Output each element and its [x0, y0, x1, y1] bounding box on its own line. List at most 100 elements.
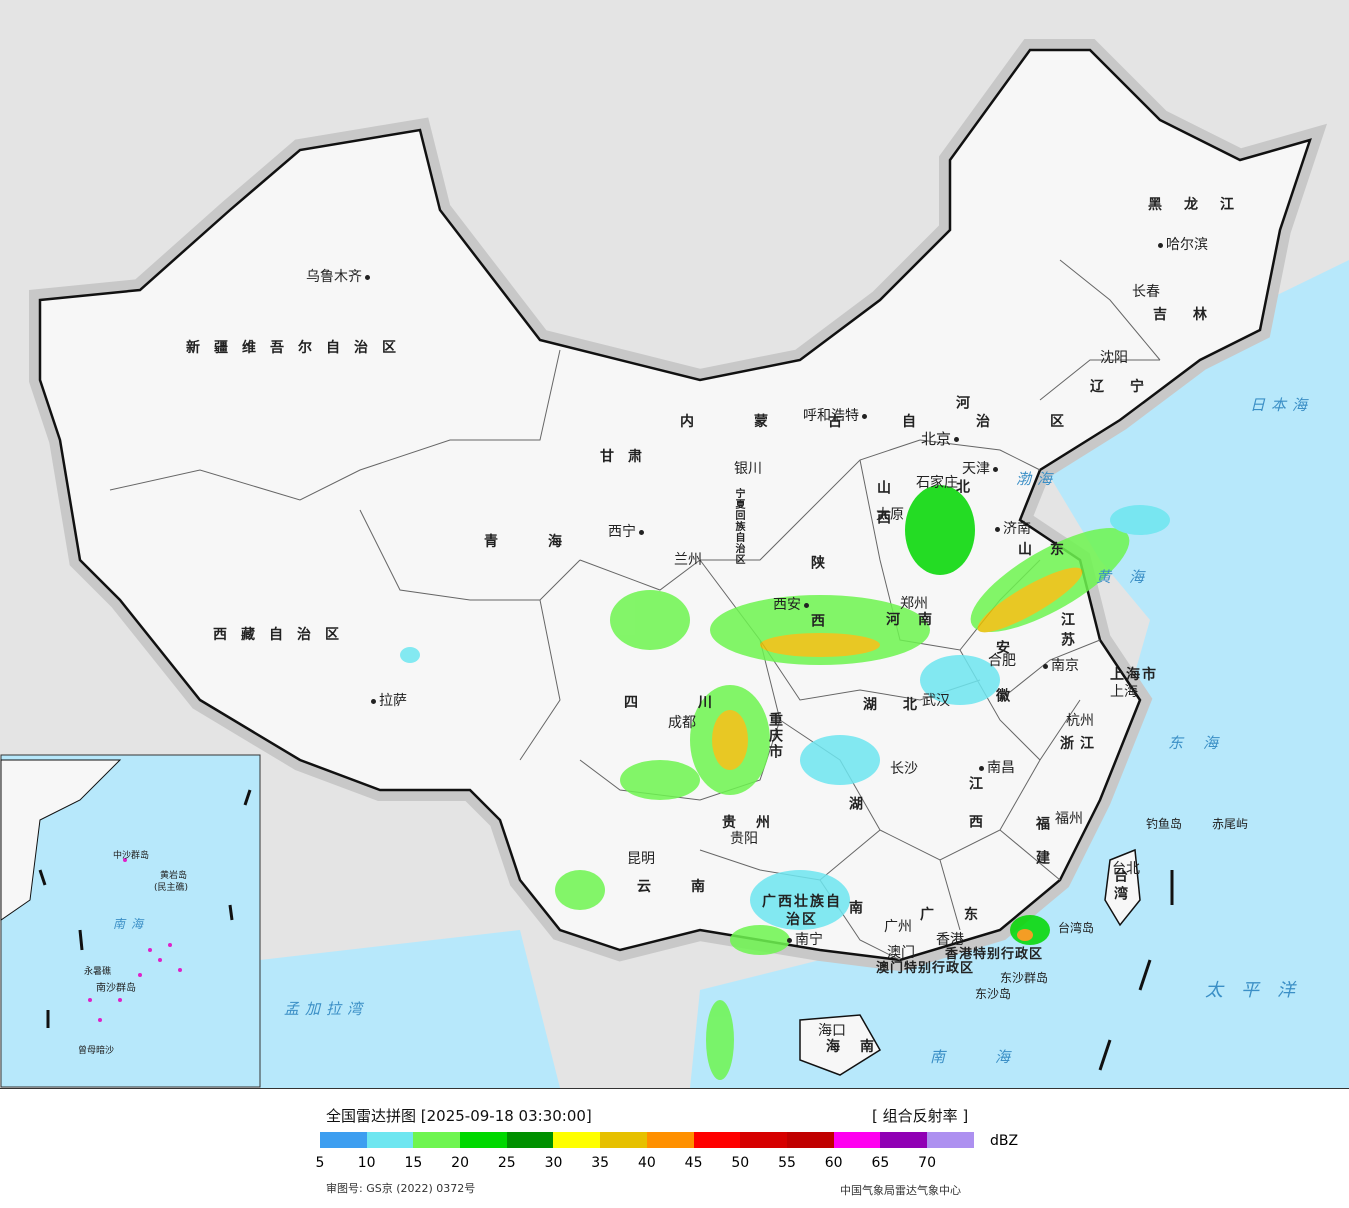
radar-map[interactable]: 新疆维吾尔自治区 西藏自治区 青海 甘肃 内蒙古自治区 宁夏回族自治区 山西 陕… — [0, 0, 1349, 1089]
province-jiangxi: 江西 — [967, 776, 983, 852]
island-taiwan: 台湾岛 — [1058, 921, 1095, 935]
city-nanjing: 南京 — [1040, 659, 1079, 673]
region-macau: 澳门特别行政区 — [876, 961, 975, 976]
legend-panel: 全国雷达拼图 [2025-09-18 03:30:00] [ 组合反射率 ] d… — [0, 1089, 1349, 1208]
province-chongqing: 重庆市 — [767, 712, 783, 760]
island-diaoyu: 钓鱼岛 — [1146, 817, 1183, 831]
tick-label: 5 — [315, 1155, 325, 1171]
city-jinan: 济南 — [992, 522, 1031, 536]
city-lhasa: 拉萨 — [368, 694, 407, 708]
city-changsha: 长沙 — [890, 761, 918, 777]
province-jilin: 吉林 — [1153, 307, 1233, 323]
tick-label: 30 — [544, 1155, 563, 1171]
province-yunnan: 云南 — [637, 879, 745, 895]
province-jiangsu: 江苏 — [1059, 612, 1075, 652]
province-shanghai: 上海市 — [1110, 667, 1158, 683]
color-swatch-11 — [833, 1132, 881, 1148]
inset-yongshu: 永暑礁 — [84, 967, 112, 977]
color-swatch-8 — [693, 1132, 741, 1148]
province-qinghai: 青海 — [484, 534, 612, 550]
city-xining: 西宁 — [608, 525, 647, 539]
province-guangdong: 广东 — [920, 907, 1008, 923]
city-hangzhou: 杭州 — [1066, 713, 1094, 729]
color-swatch-7 — [646, 1132, 694, 1148]
island-dongsha-group: 东沙群岛 — [1000, 971, 1049, 985]
product-label: [ 组合反射率 ] — [872, 1107, 969, 1125]
legend-title: 全国雷达拼图 [2025-09-18 03:30:00] — [326, 1107, 592, 1125]
sea-yellow: 黄海 — [1096, 568, 1163, 586]
tick-label: 25 — [497, 1155, 516, 1171]
city-haikou: 海口 — [818, 1023, 846, 1039]
province-zhejiang: 浙江 — [1060, 736, 1100, 752]
inset-zengmu: 曾母暗沙 — [78, 1046, 115, 1056]
tick-label: 70 — [918, 1155, 937, 1171]
tick-label: 55 — [778, 1155, 796, 1171]
sea-bohai: 渤海 — [1016, 470, 1059, 488]
city-shenyang: 沈阳 — [1100, 350, 1128, 366]
sea-south: 南海 — [930, 1048, 1061, 1066]
color-swatch-13 — [926, 1132, 974, 1148]
sea-east: 东海 — [1168, 734, 1239, 752]
color-swatch-0 — [320, 1132, 367, 1148]
province-shaanxi: 陕西 — [809, 555, 825, 671]
city-taiyuan: 太原 — [876, 507, 904, 523]
province-neimenggu: 内蒙古自治区 — [680, 414, 1124, 430]
province-anhui: 安徽 — [994, 640, 1010, 736]
province-hainan: 海南 — [826, 1039, 894, 1055]
province-hubei: 湖北 — [863, 697, 943, 713]
inset-zhongsha: 中沙群岛 — [113, 851, 150, 861]
color-swatch-10 — [786, 1132, 834, 1148]
province-henan: 河南 — [886, 612, 950, 628]
province-hunan: 湖南 — [847, 796, 863, 1004]
city-kunming: 昆明 — [627, 851, 655, 867]
inset-huangyan: 黄岩岛 — [160, 871, 188, 881]
color-swatch-12 — [880, 1132, 927, 1148]
city-shijiazhuang: 石家庄 — [916, 475, 958, 491]
city-wuhan: 武汉 — [922, 693, 950, 709]
inset-nansha: 南沙群岛 — [96, 983, 136, 994]
tick-label: 45 — [684, 1155, 703, 1171]
tick-label: 15 — [404, 1155, 423, 1171]
color-bar — [320, 1132, 974, 1148]
city-changchun: 长春 — [1132, 284, 1160, 300]
color-swatch-5 — [553, 1132, 601, 1148]
city-macau: 澳门 — [887, 945, 915, 961]
sea-bengal: 孟加拉湾 — [284, 1000, 369, 1018]
city-yinchuan: 银川 — [734, 461, 762, 477]
city-fuzhou: 福州 — [1055, 811, 1083, 827]
province-xizang: 西藏自治区 — [213, 627, 353, 643]
province-liaoning: 辽宁 — [1090, 379, 1170, 395]
province-heilongjiang: 黑龙江 — [1148, 197, 1256, 213]
province-sichuan: 四川 — [624, 695, 772, 711]
city-harbin: 哈尔滨 — [1155, 238, 1208, 252]
region-hk: 香港特别行政区 — [945, 947, 1044, 962]
city-guiyang: 贵阳 — [730, 831, 758, 847]
color-swatch-1 — [366, 1132, 414, 1148]
province-taiwan: 台湾 — [1112, 868, 1128, 904]
city-shanghai: 上海 — [1110, 684, 1138, 700]
tick-label: 35 — [591, 1155, 610, 1171]
province-shanxi: 山西 — [875, 480, 891, 540]
tick-label: 10 — [357, 1155, 376, 1171]
city-urumqi: 乌鲁木齐 — [306, 270, 373, 284]
province-guangxi: 广西壮族自治区 — [762, 894, 842, 928]
city-lanzhou: 兰州 — [674, 552, 702, 568]
city-taipei: 台北 — [1112, 861, 1140, 877]
inset-minzhu: (民主礁) — [154, 883, 189, 893]
city-beijing: 北京 — [921, 432, 962, 447]
unit-label: dBZ — [990, 1133, 1019, 1149]
sea-japan: 日本海 — [1250, 396, 1314, 414]
province-shandong: 山东 — [1018, 542, 1082, 558]
tick-label: 20 — [451, 1155, 470, 1171]
island-chiwei: 赤尾屿 — [1212, 817, 1249, 831]
province-guizhou: 贵州 — [722, 815, 790, 831]
map-canvas — [0, 0, 1349, 1088]
agency-label: 中国气象局雷达气象中心 — [840, 1184, 961, 1197]
province-gansu: 甘肃 — [600, 449, 656, 465]
color-swatch-9 — [740, 1132, 787, 1148]
tick-label: 40 — [637, 1155, 656, 1171]
sea-pacific: 太平洋 — [1205, 980, 1313, 1001]
inset-sea-south: 南海 — [113, 917, 150, 931]
city-nanchang: 南昌 — [976, 761, 1015, 775]
city-zhengzhou: 郑州 — [900, 596, 928, 612]
